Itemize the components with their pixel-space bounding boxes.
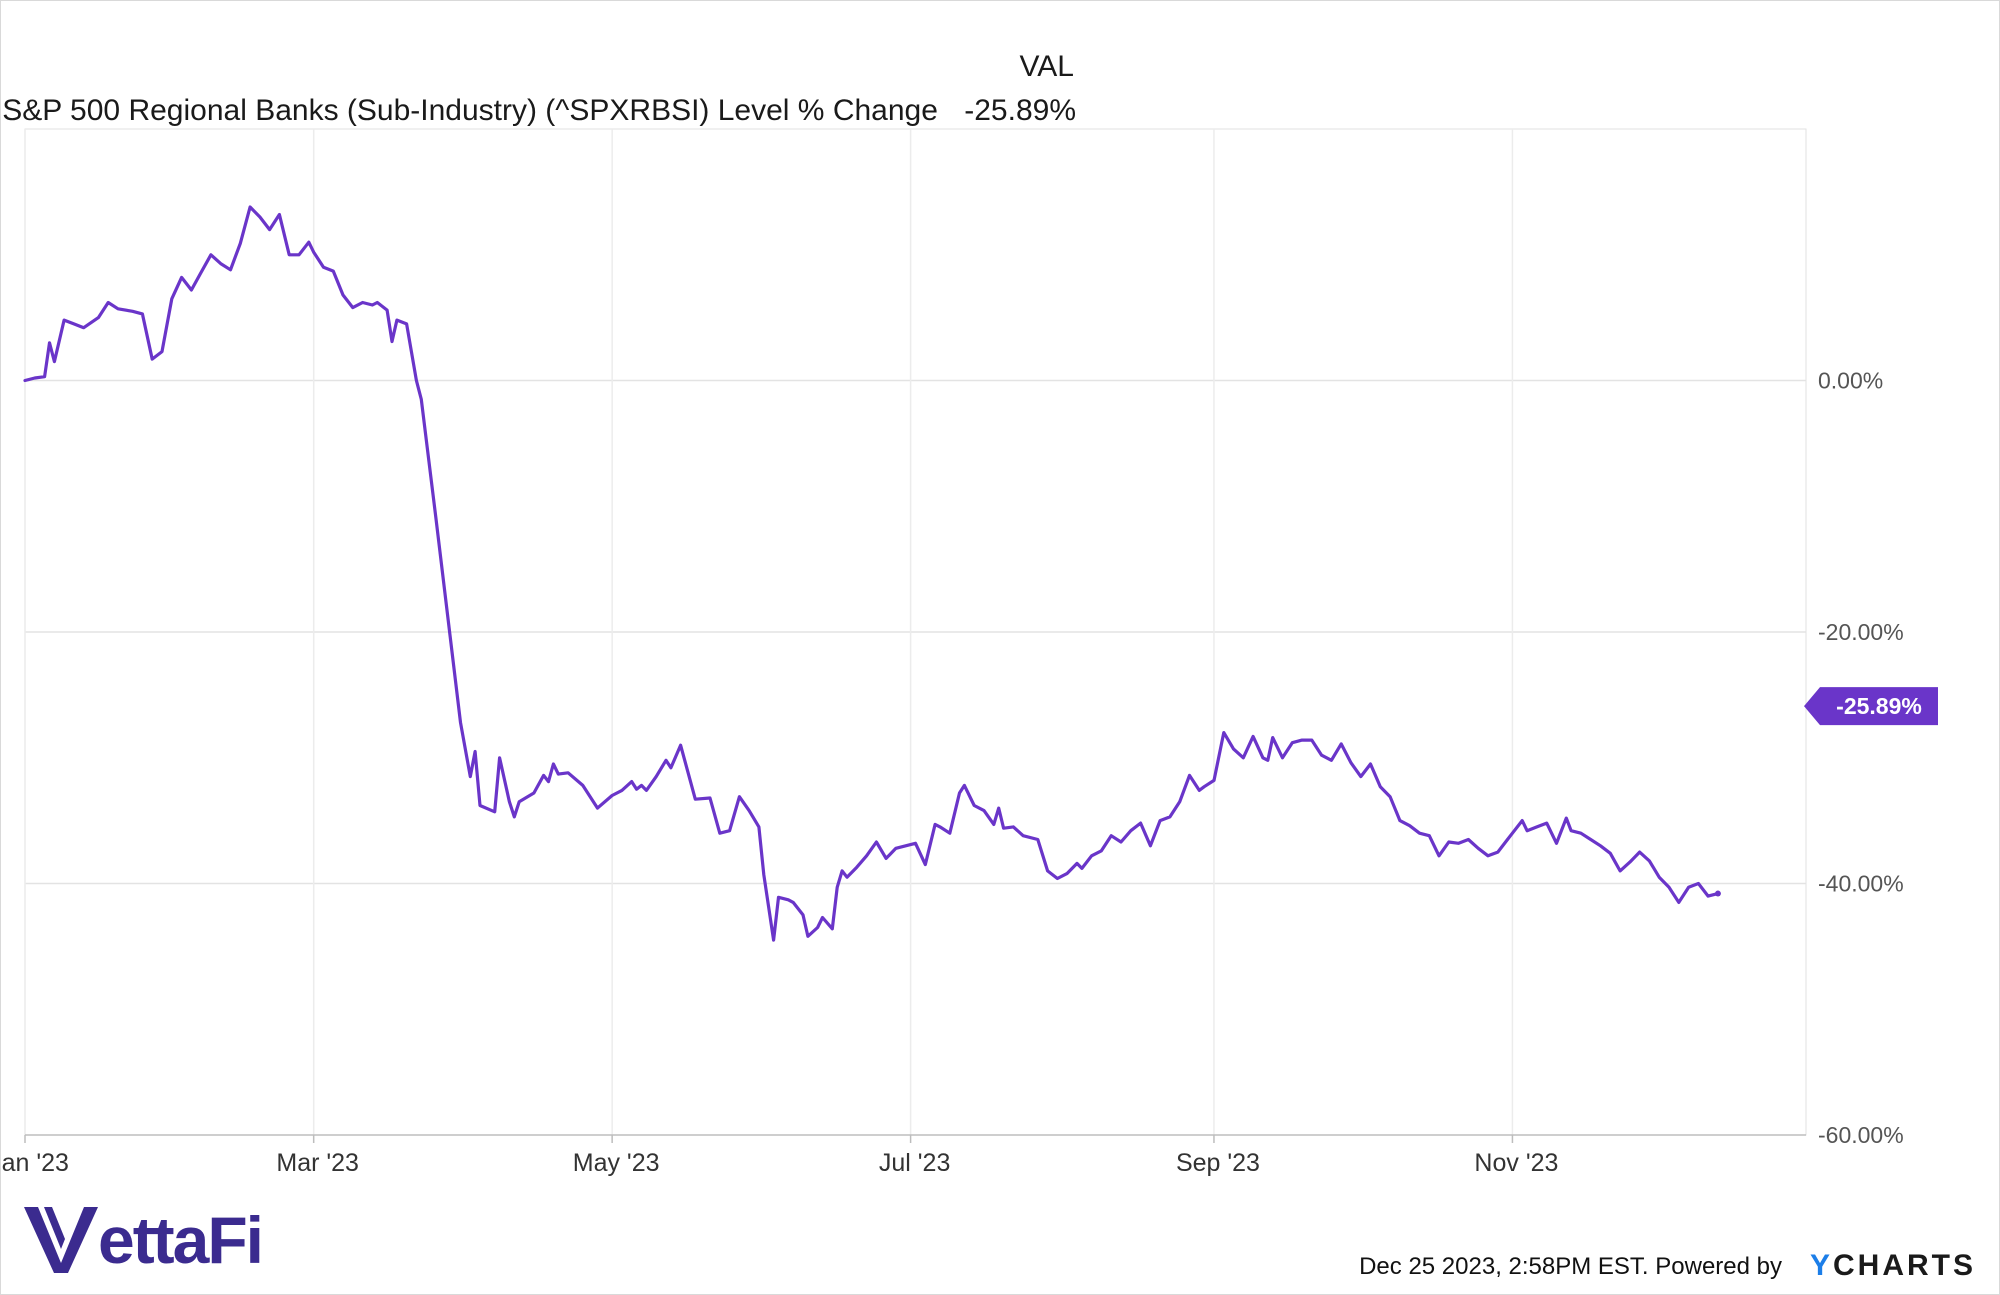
x-tick-label: Sep '23 (1176, 1149, 1260, 1177)
ycharts-wordmark: CHARTS (1833, 1249, 1976, 1282)
ycharts-y: Y (1809, 1249, 1833, 1282)
series-line (23, 205, 1720, 942)
axes: 0.00% -20.00% -40.00% -60.00% Jan '23 Mar '23… (0, 368, 1904, 1178)
x-tick-label: Mar '23 (276, 1149, 359, 1177)
legend-series-name: S&P 500 Regional Banks (Sub-Industry) (^… (2, 94, 938, 127)
last-value-flag-label: -25.89% (1836, 693, 1922, 719)
y-tick-label: -60.00% (1818, 1122, 1904, 1148)
last-value-flag-shape (1804, 687, 1938, 726)
grid (24, 128, 1807, 1136)
y-tick-label: -40.00% (1818, 871, 1904, 897)
ycharts-logo: YCHARTS (1810, 1249, 1976, 1283)
legend-column-title: VAL (1019, 50, 1074, 83)
y-tick-label: -20.00% (1818, 619, 1904, 645)
legend: VAL S&P 500 Regional Banks (Sub-Industry… (2, 52, 1076, 126)
y-tick-label: 0.00% (1818, 368, 1883, 394)
series-layer (23, 205, 1720, 942)
vettafi-wordmark: ettaFi (98, 1203, 264, 1277)
x-tick-label: May '23 (573, 1149, 660, 1177)
vettafi-v-icon (24, 1207, 98, 1273)
last-value-flag: -25.89% (1714, 687, 1938, 897)
legend-series-value: -25.89% (964, 94, 1076, 127)
vettafi-logo: ettaFi (24, 1203, 264, 1277)
footer-timestamp: Dec 25 2023, 2:58PM EST. Powered by (1359, 1253, 1782, 1280)
x-tick-label: Nov '23 (1474, 1149, 1558, 1177)
x-tick-label: Jan '23 (0, 1149, 69, 1177)
x-tick-label: Jul '23 (879, 1149, 950, 1177)
last-point-marker (1714, 890, 1721, 897)
legend-row: S&P 500 Regional Banks (Sub-Industry) (^… (2, 96, 1076, 126)
